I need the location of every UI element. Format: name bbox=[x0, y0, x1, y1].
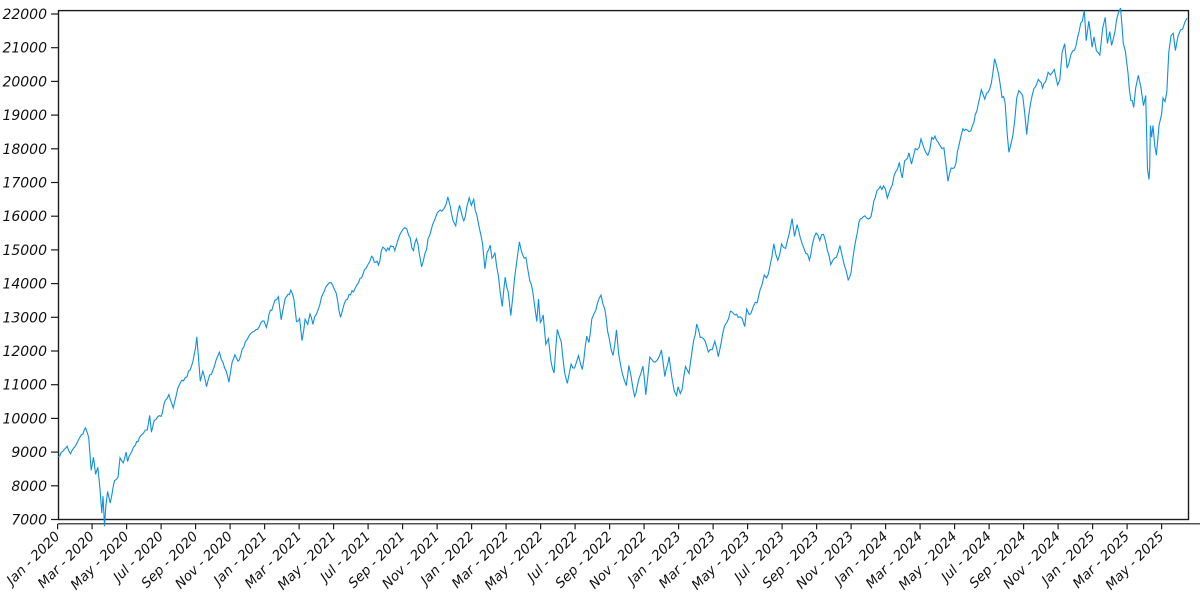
price-line bbox=[57, 7, 1188, 527]
y-tick-label: 7000 bbox=[11, 513, 47, 529]
y-tick-label: 12000 bbox=[2, 344, 47, 360]
y-tick-label: 15000 bbox=[2, 243, 47, 259]
chart-frame bbox=[57, 9, 1190, 521]
y-tick-label: 13000 bbox=[2, 310, 47, 326]
y-tick-label: 17000 bbox=[2, 176, 47, 192]
y-tick-label: 18000 bbox=[2, 142, 47, 158]
y-tick-label: 11000 bbox=[2, 378, 47, 394]
y-tick-label: 16000 bbox=[2, 209, 47, 225]
y-tick-label: 19000 bbox=[2, 108, 47, 124]
y-tick-label: 21000 bbox=[2, 41, 47, 57]
y-tick-label: 14000 bbox=[2, 277, 47, 293]
y-tick-label: 22000 bbox=[2, 7, 47, 23]
y-tick-label: 10000 bbox=[2, 411, 47, 427]
y-tick-label: 20000 bbox=[2, 74, 47, 90]
y-tick-label: 9000 bbox=[11, 445, 47, 461]
y-tick-label: 8000 bbox=[11, 479, 47, 495]
